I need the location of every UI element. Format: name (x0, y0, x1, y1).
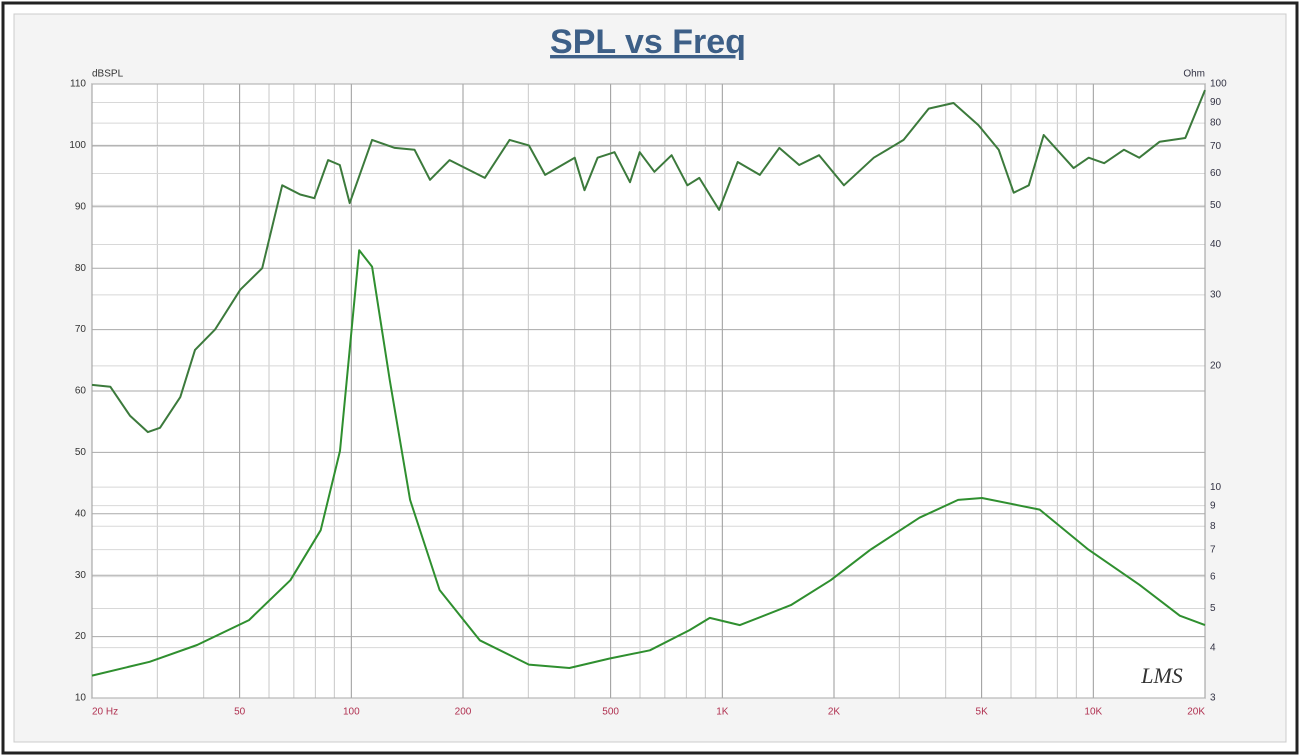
y2-tick-label: 40 (1210, 239, 1222, 250)
y2-tick-label: 3 (1210, 693, 1216, 704)
y2-tick-label: 50 (1210, 200, 1222, 211)
x-tick-label: 200 (455, 707, 472, 718)
y2-tick-label: 60 (1210, 168, 1222, 179)
y2-tick-label: 9 (1210, 500, 1216, 511)
y2-tick-label: 10 (1210, 482, 1222, 493)
y2-tick-label: 30 (1210, 289, 1222, 300)
y-tick-label: 110 (70, 79, 86, 90)
x-tick-label: 20K (1187, 707, 1205, 718)
y-tick-label: 20 (75, 631, 87, 642)
y-tick-label: 80 (75, 263, 87, 274)
y-tick-label: 10 (75, 693, 87, 704)
y-tick-label: 30 (75, 570, 87, 581)
y2-axis-label: Ohm (1183, 69, 1205, 80)
watermark: LMS (1140, 663, 1183, 688)
x-tick-label: 500 (602, 707, 619, 718)
y-tick-label: 50 (75, 447, 87, 458)
y2-tick-label: 4 (1210, 642, 1216, 653)
x-tick-label: 1K (716, 707, 729, 718)
y2-tick-label: 8 (1210, 521, 1216, 532)
x-tick-label: 50 (234, 707, 246, 718)
chart-title: SPL vs Freq (550, 23, 746, 61)
x-tick-label: 100 (343, 707, 360, 718)
x-tick-label: 10K (1084, 707, 1102, 718)
y2-tick-label: 6 (1210, 571, 1216, 582)
y-tick-label: 70 (75, 324, 87, 335)
x-tick-label: 2K (828, 707, 841, 718)
y-tick-label: 100 (69, 140, 86, 151)
y2-tick-label: 100 (1210, 79, 1227, 90)
y-tick-label: 90 (75, 201, 87, 212)
y2-tick-label: 70 (1210, 141, 1222, 152)
x-tick-label: 20 Hz (92, 707, 118, 718)
y2-tick-label: 5 (1210, 603, 1216, 614)
x-tick-label: 5K (976, 707, 989, 718)
series-line (91, 89, 1206, 434)
y-axis-label: dBSPL (92, 69, 124, 80)
y-tick-label: 60 (75, 386, 87, 397)
y2-tick-label: 20 (1210, 360, 1222, 371)
y-tick-label: 40 (75, 508, 87, 519)
series-line (91, 249, 1206, 677)
y2-tick-label: 90 (1210, 97, 1222, 108)
y2-tick-label: 80 (1210, 118, 1222, 129)
y2-tick-label: 7 (1210, 544, 1216, 555)
